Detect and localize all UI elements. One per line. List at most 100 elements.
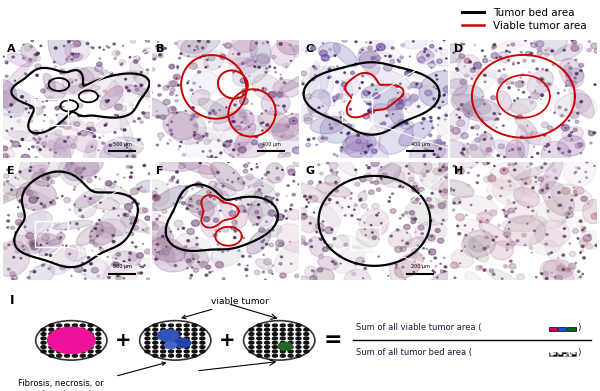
Circle shape xyxy=(26,190,33,196)
Circle shape xyxy=(184,333,189,335)
Circle shape xyxy=(73,53,79,58)
Circle shape xyxy=(332,260,334,263)
Circle shape xyxy=(67,136,70,138)
Circle shape xyxy=(249,341,254,344)
Ellipse shape xyxy=(333,43,358,67)
Circle shape xyxy=(156,188,157,189)
Circle shape xyxy=(263,88,267,91)
Ellipse shape xyxy=(46,226,64,246)
Circle shape xyxy=(359,177,366,182)
Ellipse shape xyxy=(198,98,228,117)
Circle shape xyxy=(558,106,561,108)
Circle shape xyxy=(335,181,337,183)
Circle shape xyxy=(127,90,130,92)
Circle shape xyxy=(227,250,229,251)
Text: 500 μm: 500 μm xyxy=(113,142,131,147)
Circle shape xyxy=(157,246,158,248)
Circle shape xyxy=(298,184,299,185)
Circle shape xyxy=(169,129,172,131)
Circle shape xyxy=(112,240,115,243)
Circle shape xyxy=(12,56,14,58)
Circle shape xyxy=(557,265,565,271)
Circle shape xyxy=(500,196,501,197)
Circle shape xyxy=(211,156,213,158)
Circle shape xyxy=(310,196,317,202)
Circle shape xyxy=(591,213,599,219)
Ellipse shape xyxy=(147,180,170,206)
Ellipse shape xyxy=(62,68,95,94)
Circle shape xyxy=(179,163,185,169)
Circle shape xyxy=(265,333,269,335)
Circle shape xyxy=(89,240,94,244)
Circle shape xyxy=(331,229,332,230)
Circle shape xyxy=(266,221,268,222)
Circle shape xyxy=(178,84,179,86)
Circle shape xyxy=(529,246,532,249)
Ellipse shape xyxy=(430,270,460,286)
Ellipse shape xyxy=(335,69,353,96)
Circle shape xyxy=(102,142,104,144)
Circle shape xyxy=(257,328,262,331)
Circle shape xyxy=(158,133,164,138)
Circle shape xyxy=(262,247,263,249)
Circle shape xyxy=(41,89,46,93)
Circle shape xyxy=(320,172,323,175)
Circle shape xyxy=(395,246,402,253)
Circle shape xyxy=(206,190,211,194)
Ellipse shape xyxy=(201,191,218,205)
Circle shape xyxy=(117,174,118,175)
Circle shape xyxy=(88,354,93,357)
Circle shape xyxy=(286,124,289,127)
Circle shape xyxy=(188,45,190,47)
Circle shape xyxy=(19,200,22,202)
Circle shape xyxy=(337,95,340,97)
Circle shape xyxy=(43,204,46,208)
Circle shape xyxy=(339,111,344,115)
Circle shape xyxy=(444,271,446,272)
Circle shape xyxy=(472,240,475,242)
Circle shape xyxy=(59,69,65,74)
Circle shape xyxy=(170,81,178,87)
Circle shape xyxy=(116,52,119,55)
Circle shape xyxy=(336,81,338,83)
Circle shape xyxy=(83,269,86,271)
Circle shape xyxy=(529,135,533,138)
Circle shape xyxy=(269,243,274,247)
Circle shape xyxy=(56,337,62,340)
Ellipse shape xyxy=(543,260,574,278)
Circle shape xyxy=(248,255,251,257)
Circle shape xyxy=(272,333,277,335)
Circle shape xyxy=(190,63,197,69)
Circle shape xyxy=(361,75,364,77)
Circle shape xyxy=(401,214,404,216)
Ellipse shape xyxy=(336,157,357,176)
Circle shape xyxy=(199,162,202,164)
Circle shape xyxy=(340,263,341,264)
Ellipse shape xyxy=(480,117,495,127)
Circle shape xyxy=(265,243,268,245)
Circle shape xyxy=(431,236,433,237)
Ellipse shape xyxy=(237,176,263,187)
Text: +: + xyxy=(218,331,235,350)
Circle shape xyxy=(516,117,518,118)
Circle shape xyxy=(23,249,25,250)
Ellipse shape xyxy=(100,143,133,168)
Circle shape xyxy=(56,324,62,327)
Circle shape xyxy=(158,93,161,96)
Circle shape xyxy=(130,103,133,106)
Circle shape xyxy=(498,81,501,84)
Circle shape xyxy=(574,77,576,79)
Ellipse shape xyxy=(89,222,115,245)
Circle shape xyxy=(568,150,571,152)
Circle shape xyxy=(238,53,240,55)
Circle shape xyxy=(463,43,465,45)
Circle shape xyxy=(209,181,217,188)
Circle shape xyxy=(586,176,588,178)
Circle shape xyxy=(130,188,139,195)
Circle shape xyxy=(503,69,505,70)
Circle shape xyxy=(36,54,38,56)
Ellipse shape xyxy=(235,205,248,228)
Circle shape xyxy=(22,57,25,59)
Circle shape xyxy=(93,135,95,138)
Circle shape xyxy=(158,252,159,253)
